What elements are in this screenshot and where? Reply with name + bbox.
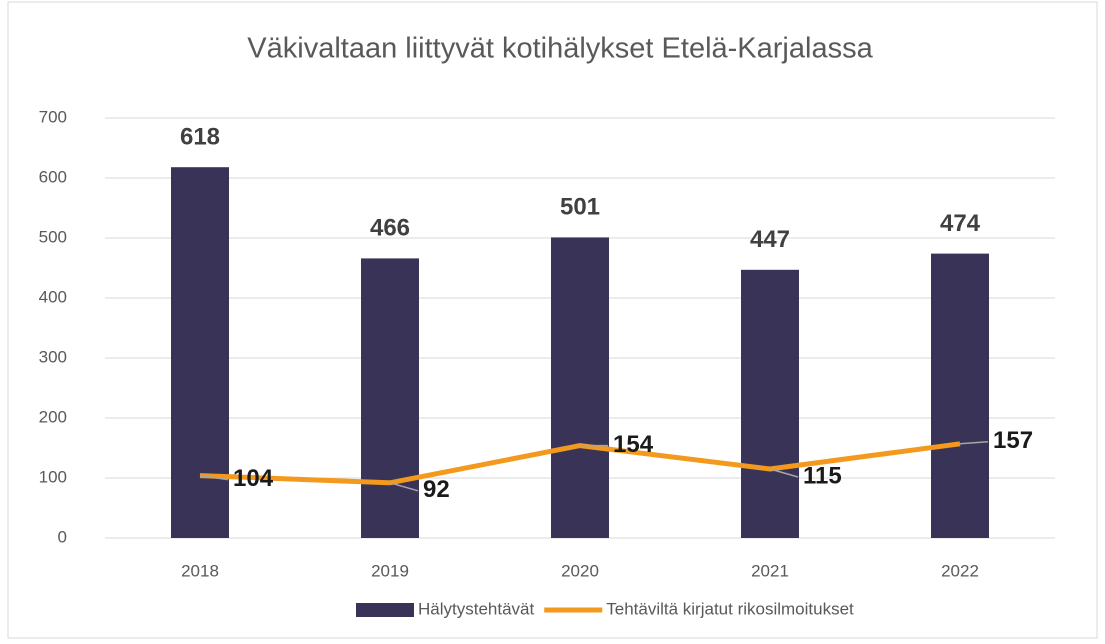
bar-value-label: 501 — [560, 194, 600, 221]
x-tick-label: 2022 — [941, 561, 979, 580]
legend-swatch — [356, 603, 414, 617]
y-tick-label: 400 — [39, 287, 67, 306]
bar-value-label: 474 — [940, 210, 981, 237]
bar — [361, 258, 419, 538]
line-value-label: 104 — [233, 465, 274, 492]
leader-line — [389, 482, 419, 492]
line-value-label: 157 — [993, 427, 1033, 454]
line-value-label: 92 — [423, 476, 450, 503]
x-tick-label: 2021 — [751, 561, 789, 580]
legend-label: Tehtäviltä kirjatut rikosilmoitukset — [606, 599, 854, 618]
y-tick-label: 600 — [39, 167, 67, 186]
line-value-label: 154 — [613, 431, 654, 458]
bar — [931, 253, 989, 538]
y-tick-label: 200 — [39, 407, 67, 426]
leader-line — [959, 441, 989, 445]
leader-line — [199, 474, 229, 481]
y-tick-label: 100 — [39, 467, 67, 486]
y-tick-label: 500 — [39, 227, 67, 246]
x-tick-label: 2020 — [561, 561, 599, 580]
legend-label: Hälytystehtävät — [418, 599, 534, 618]
chart-title: Väkivaltaan liittyvät kotihälykset Etelä… — [247, 33, 873, 65]
bar-value-label: 447 — [750, 226, 790, 253]
y-tick-label: 700 — [39, 107, 67, 126]
bar — [551, 237, 609, 538]
x-tick-label: 2019 — [371, 561, 409, 580]
bar — [741, 269, 799, 538]
line-value-label: 115 — [803, 462, 842, 489]
bar-value-label: 466 — [370, 215, 410, 242]
leader-line — [769, 468, 799, 478]
bar-value-label: 618 — [180, 124, 220, 151]
x-tick-label: 2018 — [181, 561, 219, 580]
y-tick-label: 300 — [39, 347, 67, 366]
bar — [171, 167, 229, 538]
y-tick-label: 0 — [58, 527, 67, 546]
